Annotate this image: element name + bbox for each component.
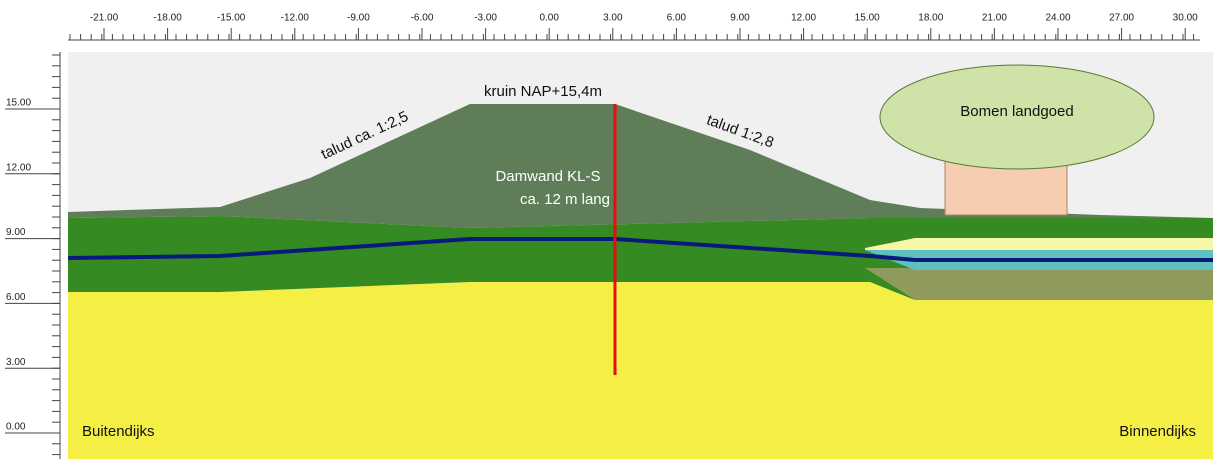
x-tick-label: 30.00 (1173, 13, 1198, 24)
x-tick-label: -21.00 (90, 13, 119, 24)
x-tick-label: 24.00 (1045, 13, 1070, 24)
x-tick-label: 0.00 (539, 13, 559, 24)
x-tick-label: 3.00 (603, 13, 623, 24)
x-tick-label: 12.00 (791, 13, 816, 24)
sheet-pile-label: ca. 12 m lang (520, 191, 610, 208)
y-tick-label: 6.00 (6, 292, 26, 303)
y-tick-label: 0.00 (6, 422, 26, 433)
sand-layer (68, 282, 1213, 459)
y-tick-label: 12.00 (6, 162, 31, 173)
y-tick-label: 15.00 (6, 98, 31, 109)
x-tick-label: 18.00 (918, 13, 943, 24)
trees (879, 64, 1155, 170)
x-tick-label: -15.00 (217, 13, 246, 24)
light-layer (865, 238, 1213, 250)
crest-label: kruin NAP+15,4m (484, 83, 602, 100)
x-tick-label: -6.00 (411, 13, 434, 24)
x-tick-label: -9.00 (347, 13, 370, 24)
y-tick-label: 9.00 (6, 227, 26, 238)
sheet-pile-label: Damwand KL-S (495, 168, 600, 185)
x-tick-label: 6.00 (667, 13, 687, 24)
trees-label: Bomen landgoed (960, 103, 1073, 120)
x-tick-label: 15.00 (855, 13, 880, 24)
peat-layer (865, 268, 1213, 300)
dike-body (68, 104, 1213, 228)
x-tick-label: -18.00 (153, 13, 182, 24)
x-tick-label: 21.00 (982, 13, 1007, 24)
x-tick-label: -12.00 (281, 13, 310, 24)
side-label: Buitendijks (82, 423, 155, 440)
x-tick-label: -3.00 (474, 13, 497, 24)
x-tick-label: 9.00 (730, 13, 750, 24)
x-tick-label: 27.00 (1109, 13, 1134, 24)
axes: -21.00 -18.00 -15.00 -12.00 -9.00 -6.00 -3.00 0… (5, 13, 1198, 456)
y-tick-label: 3.00 (6, 357, 26, 368)
side-label: Binnendijks (1119, 423, 1196, 440)
